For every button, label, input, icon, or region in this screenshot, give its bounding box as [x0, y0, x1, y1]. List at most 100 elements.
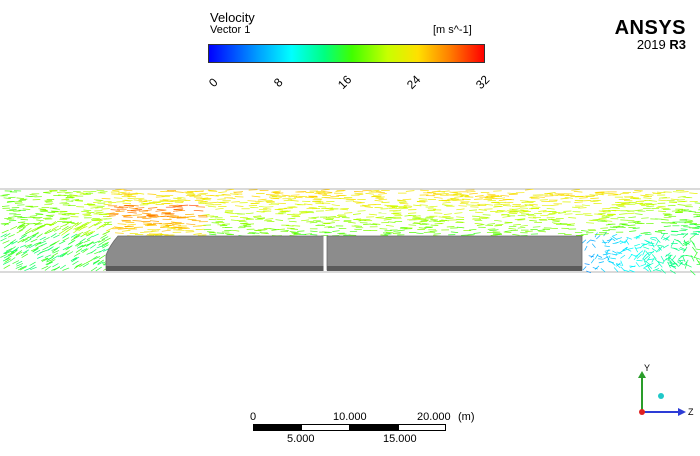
velocity-vector [76, 231, 84, 236]
velocity-vector [101, 242, 109, 248]
velocity-vector [66, 196, 75, 198]
velocity-vector [645, 240, 652, 244]
velocity-vector [292, 225, 301, 227]
velocity-vector [511, 208, 521, 210]
velocity-vector [298, 211, 308, 213]
velocity-vector [474, 198, 483, 200]
velocity-vector [301, 219, 309, 222]
velocity-vector [684, 262, 688, 269]
velocity-vector [686, 255, 694, 258]
velocity-vector [372, 223, 381, 225]
velocity-vector [10, 249, 18, 253]
velocity-vector [247, 232, 255, 235]
velocity-vector [331, 204, 340, 207]
velocity-vector [2, 194, 10, 196]
velocity-vector [72, 221, 79, 227]
velocity-vector [433, 196, 443, 199]
velocity-vector [203, 228, 212, 231]
velocity-vector [532, 216, 542, 219]
velocity-vector [86, 251, 94, 255]
velocity-vector [698, 232, 700, 234]
velocity-vector [2, 257, 10, 262]
velocity-vector [416, 232, 424, 235]
velocity-vector [540, 214, 549, 217]
velocity-vector [678, 248, 686, 252]
velocity-vector [79, 244, 87, 248]
velocity-vector [582, 266, 587, 271]
velocity-vector [186, 216, 196, 218]
velocity-vector [255, 200, 264, 203]
scale-label-top: 0 [250, 411, 257, 423]
velocity-vector [584, 245, 588, 251]
velocity-vector [612, 242, 618, 245]
velocity-vector [48, 259, 56, 264]
velocity-vector [442, 201, 451, 204]
legend-title: Velocity [210, 10, 255, 25]
velocity-vector [127, 195, 137, 198]
velocity-vector [648, 203, 657, 206]
velocity-vector [654, 258, 660, 264]
velocity-vector [579, 197, 588, 199]
velocity-vector [293, 196, 303, 199]
view-center-marker [658, 393, 664, 399]
velocity-vector [529, 196, 538, 199]
velocity-vector [62, 237, 70, 242]
velocity-vector [511, 205, 521, 207]
velocity-vector [2, 261, 10, 265]
velocity-vector [660, 268, 666, 274]
velocity-vector [397, 229, 405, 232]
velocity-vector [692, 246, 697, 253]
velocity-vector [17, 221, 26, 223]
velocity-vector [696, 215, 700, 217]
velocity-vector [5, 255, 12, 261]
velocity-vector [293, 233, 302, 235]
velocity-vector [185, 191, 194, 194]
velocity-vector [695, 225, 700, 227]
velocity-vector [598, 231, 607, 234]
velocity-vector [132, 220, 142, 222]
velocity-vector [309, 221, 318, 224]
velocity-vector [3, 264, 11, 269]
velocity-vector [127, 223, 137, 226]
velocity-vector [1, 229, 9, 234]
velocity-vector [632, 191, 642, 193]
velocity-vector [691, 241, 696, 248]
velocity-vector [121, 192, 131, 195]
velocity-vector [617, 216, 625, 219]
velocity-vector [311, 216, 319, 219]
velocity-vector [126, 210, 137, 212]
velocity-vector [610, 257, 616, 260]
velocity-vector [274, 209, 283, 211]
legend-subtitle: Vector 1 [210, 24, 251, 36]
velocity-vector [648, 200, 658, 202]
velocity-vector [375, 217, 384, 219]
velocity-vector [657, 244, 665, 247]
velocity-vector [548, 219, 556, 221]
velocity-vector [423, 231, 432, 234]
velocity-vector [53, 234, 60, 239]
velocity-vector [61, 202, 70, 205]
vehicle-body [105, 235, 583, 271]
velocity-vector [648, 244, 655, 247]
velocity-vector [388, 207, 398, 210]
velocity-vector [93, 256, 101, 260]
velocity-vector [515, 205, 525, 208]
velocity-vector [177, 196, 186, 199]
velocity-vector [51, 248, 58, 253]
velocity-vector [3, 197, 11, 199]
velocity-vector [21, 253, 29, 258]
velocity-vector [21, 232, 28, 237]
velocity-vector [509, 210, 518, 213]
velocity-vector [178, 204, 189, 206]
velocity-vector [160, 233, 169, 236]
velocity-vector [5, 250, 12, 255]
velocity-vector [64, 226, 72, 231]
velocity-vector [626, 212, 635, 215]
velocity-vector [643, 197, 652, 199]
velocity-vector [633, 221, 641, 223]
velocity-vector [50, 241, 57, 246]
velocity-vector [677, 195, 686, 198]
velocity-vector [673, 238, 681, 243]
velocity-vector [73, 190, 81, 193]
